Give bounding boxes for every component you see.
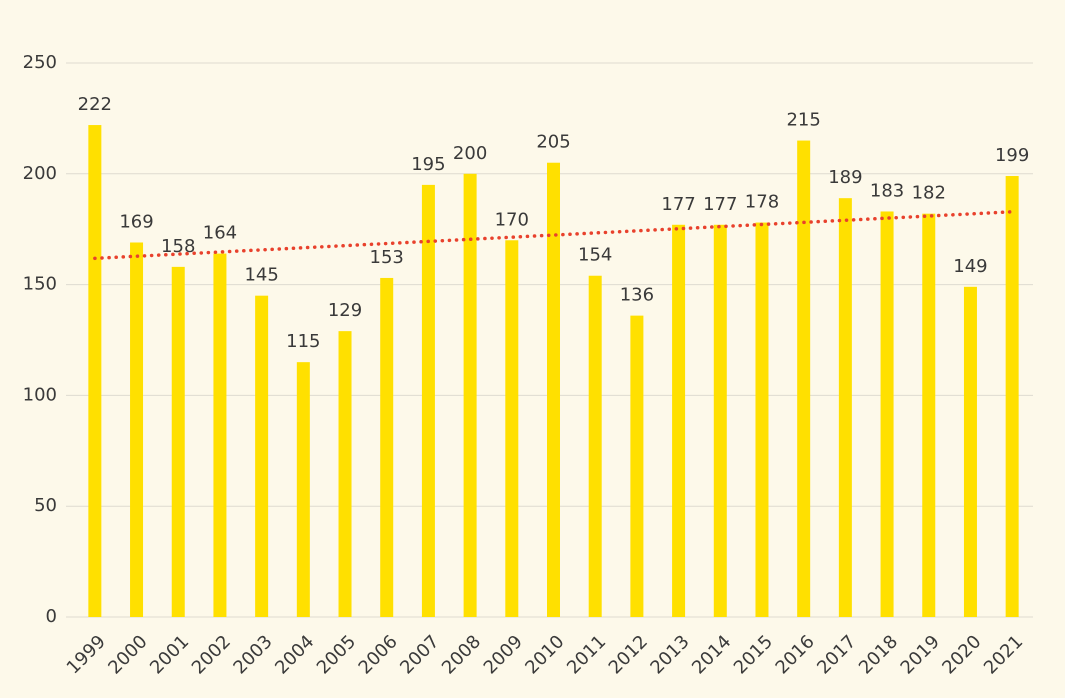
bar <box>672 224 686 617</box>
x-tick-label: 2003 <box>229 631 276 678</box>
data-label: 183 <box>870 180 904 201</box>
data-label: 129 <box>328 300 362 321</box>
x-tick-label: 2004 <box>271 631 318 678</box>
data-label: 222 <box>78 94 112 115</box>
x-tick-label: 2018 <box>855 631 902 678</box>
x-tick-label: 2021 <box>980 631 1027 678</box>
bar <box>255 295 269 617</box>
y-tick-label: 0 <box>46 606 57 627</box>
data-label: 200 <box>453 143 487 164</box>
bar <box>296 362 310 617</box>
data-label: 215 <box>786 110 820 131</box>
data-label: 195 <box>411 154 445 175</box>
x-tick-label: 2020 <box>938 631 985 678</box>
bar <box>713 224 727 617</box>
y-tick-label: 50 <box>34 495 57 516</box>
x-tick-label: 2009 <box>480 631 527 678</box>
x-tick-label: 2007 <box>396 631 443 678</box>
data-label: 170 <box>495 209 529 230</box>
bar <box>421 184 435 617</box>
x-tick-label: 2010 <box>521 631 568 678</box>
data-label: 177 <box>661 194 695 215</box>
data-label: 182 <box>912 183 946 204</box>
x-tick-label: 1999 <box>63 631 110 678</box>
bar <box>797 140 811 617</box>
x-tick-label: 2019 <box>897 631 944 678</box>
bar <box>630 315 644 617</box>
data-label: 189 <box>828 167 862 188</box>
x-tick-label: 2011 <box>563 631 610 678</box>
bar <box>130 242 144 617</box>
data-label: 199 <box>995 145 1029 166</box>
data-label: 136 <box>620 285 654 306</box>
data-label: 145 <box>244 265 278 286</box>
bar <box>380 277 394 617</box>
x-tick-label: 2000 <box>104 631 151 678</box>
x-tick-label: 2006 <box>355 631 402 678</box>
data-label: 164 <box>203 223 237 244</box>
y-tick-label: 100 <box>23 384 57 405</box>
bar <box>880 211 894 618</box>
data-label: 149 <box>953 256 987 277</box>
data-label: 177 <box>703 194 737 215</box>
x-tick-label: 2005 <box>313 631 360 678</box>
bar <box>88 125 102 617</box>
x-tick-label: 2015 <box>730 631 777 678</box>
data-label: 153 <box>370 247 404 268</box>
bar <box>755 222 769 617</box>
y-tick-label: 150 <box>23 274 57 295</box>
bar <box>505 240 519 617</box>
data-label: 205 <box>536 132 570 153</box>
trend-line <box>93 210 1014 261</box>
x-tick-label: 2014 <box>688 631 735 678</box>
bar <box>547 162 560 617</box>
y-tick-label: 250 <box>23 52 57 73</box>
data-label: 178 <box>745 192 779 213</box>
bar <box>1005 176 1019 618</box>
data-label: 115 <box>286 331 320 352</box>
bar <box>838 198 852 617</box>
data-label: 154 <box>578 245 612 266</box>
x-tick-label: 2002 <box>188 631 235 678</box>
bar <box>463 173 477 618</box>
bar <box>922 213 936 618</box>
bar <box>171 266 185 617</box>
bar <box>213 253 227 618</box>
x-tick-label: 2013 <box>646 631 693 678</box>
data-label: 169 <box>119 211 153 232</box>
y-tick-label: 200 <box>23 163 57 184</box>
x-tick-label: 2017 <box>813 631 860 678</box>
bar <box>963 286 977 617</box>
bar <box>338 331 352 617</box>
x-tick-label: 2008 <box>438 631 485 678</box>
data-label: 158 <box>161 236 195 257</box>
bar <box>588 275 602 617</box>
x-tick-label: 2016 <box>772 631 819 678</box>
x-tick-label: 2012 <box>605 631 652 678</box>
x-tick-label: 2001 <box>146 631 193 678</box>
